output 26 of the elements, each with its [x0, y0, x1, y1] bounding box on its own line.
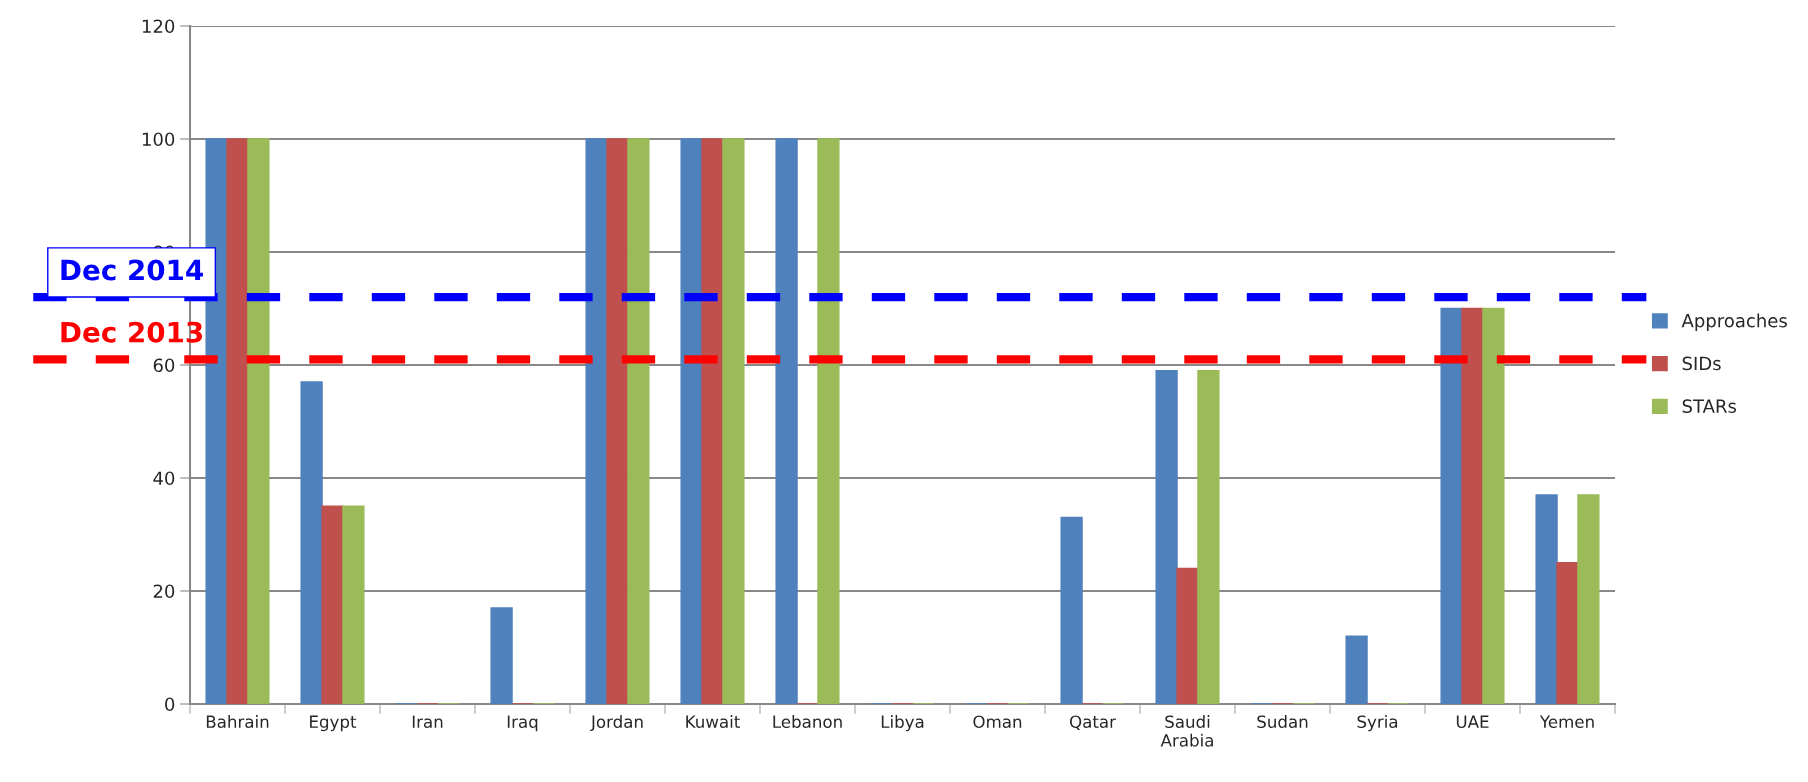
ref-line-label: Dec 2013: [61, 321, 203, 343]
legend-label: SIDs: [1682, 356, 1721, 371]
y-tick-label: 20: [153, 584, 175, 599]
x-tick-label: Iran: [412, 715, 443, 729]
x-tick-label: Libya: [881, 715, 924, 732]
y-tick-label: 60: [153, 358, 175, 373]
legend-label: STARs: [1682, 399, 1737, 413]
x-tick-label: Oman: [973, 715, 1022, 729]
x-tick-label: Yemen: [1539, 715, 1594, 729]
x-tick-label: Saudi Arabia: [1160, 715, 1213, 747]
x-tick-label: Lebanon: [773, 715, 842, 729]
y-tick-label: 100: [142, 132, 175, 147]
x-tick-label: Egypt: [310, 715, 357, 732]
y-tick-label: 0: [165, 697, 175, 712]
y-tick-label: 120: [142, 19, 175, 34]
legend-label: Approaches: [1681, 313, 1787, 331]
x-tick-label: Jordan: [590, 715, 643, 732]
x-tick-label: Qatar: [1069, 715, 1116, 730]
y-tick-label: 40: [153, 471, 175, 486]
x-tick-label: Syria: [1357, 715, 1398, 732]
x-tick-label: Sudan: [1257, 715, 1308, 729]
x-tick-label: Kuwait: [686, 715, 740, 729]
x-tick-label: UAE: [1456, 715, 1489, 729]
x-tick-label: Iraq: [507, 715, 538, 732]
ref-line-label: Dec 2014: [61, 259, 203, 281]
x-tick-label: Bahrain: [206, 715, 269, 729]
